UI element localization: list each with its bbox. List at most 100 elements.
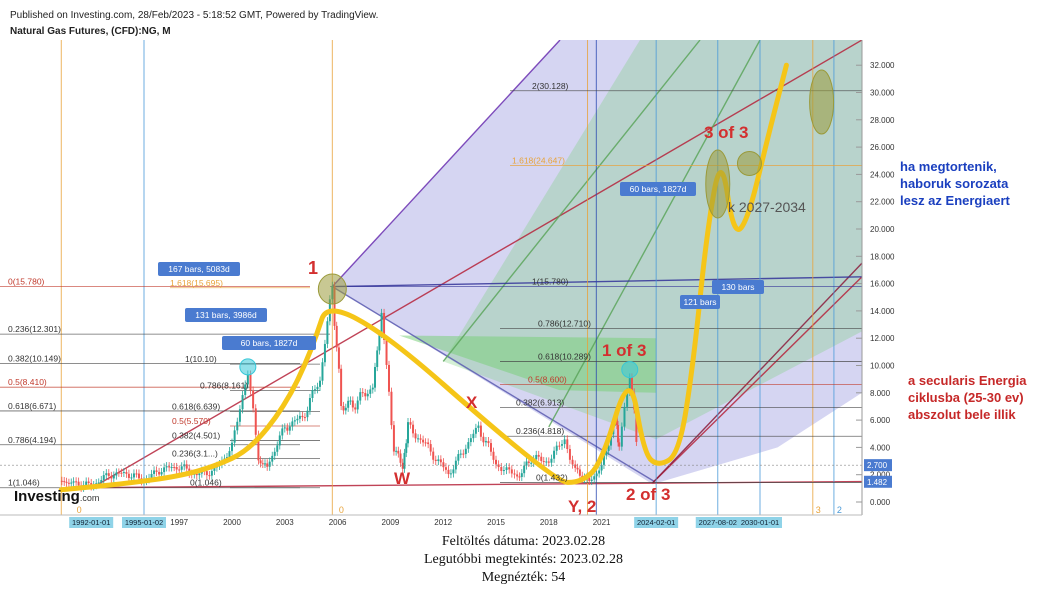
price-candle [495, 459, 497, 465]
price-candle [392, 425, 395, 452]
y-tick-label: 30.000 [870, 89, 895, 98]
price-candle [590, 479, 593, 481]
price-candle [303, 417, 306, 419]
price-candle [520, 473, 523, 477]
price-candle [563, 439, 566, 445]
price-candle [492, 451, 495, 460]
bar-count-label: 60 bars, 1827d [630, 184, 687, 194]
price-candle [617, 425, 620, 443]
price-candle [462, 453, 465, 455]
price-candle [288, 426, 291, 431]
price-candle [452, 469, 455, 474]
fib-level-label: 0.618(10.289) [538, 352, 591, 362]
price-candle [63, 481, 66, 483]
date-badge [634, 517, 679, 528]
price-candle [407, 422, 409, 444]
price-candle [550, 458, 553, 463]
price-candle [276, 445, 279, 452]
price-candle [385, 339, 388, 365]
date-badge [69, 517, 114, 528]
price-candle [195, 473, 198, 476]
y-tick-label: 28.000 [870, 116, 895, 125]
fib-level-label: 1(15.780) [532, 277, 569, 287]
price-candle [439, 459, 442, 463]
pitchfork-ray [652, 262, 862, 484]
price-candle [301, 415, 304, 418]
price-candle [291, 421, 294, 427]
bar-count-badge [680, 295, 720, 309]
price-candle [135, 473, 138, 475]
price-candle [459, 453, 462, 455]
price-candle [600, 464, 603, 471]
wave-label: 3 of 3 [704, 123, 748, 142]
y-tick-label: 8.000 [870, 389, 891, 398]
y-tick-label: 6.000 [870, 416, 891, 425]
fib-level-label: 0.5(8.600) [528, 375, 567, 385]
price-candle [607, 445, 610, 451]
price-candle [137, 473, 140, 479]
price-candle [72, 481, 75, 483]
y-tick-label: 24.000 [870, 170, 895, 179]
price-candle [308, 398, 311, 411]
fib-level-label: 0.236(4.818) [516, 426, 564, 436]
price-candle [588, 476, 591, 481]
price-candle [132, 473, 135, 478]
price-candle [266, 463, 269, 467]
price-candle [479, 425, 482, 437]
price-candle [246, 374, 249, 385]
price-candle [497, 464, 500, 468]
date-badge-label: 1995-01-02 [125, 518, 163, 527]
last-viewed: Legutóbbi megtekintés: 2023.02.28 [423, 552, 624, 567]
x-tick-label: 2015 [487, 518, 505, 527]
price-candle [442, 462, 445, 468]
price-candle [419, 438, 422, 440]
y-tick-label: 32.000 [870, 61, 895, 70]
price-candle [208, 475, 211, 477]
fib-level-label: 1(1.046) [8, 478, 40, 488]
price-candle [576, 467, 579, 470]
price-candle [467, 442, 470, 449]
secular-note-line: ciklusba (25-30 ev) [908, 390, 1024, 405]
price-badge [864, 475, 892, 488]
price-candle [500, 467, 503, 471]
price-candle [293, 420, 296, 422]
price-candle [387, 364, 390, 392]
price-candle [359, 392, 362, 401]
price-candle [399, 453, 402, 463]
bar-count-badge [185, 308, 267, 322]
price-candle [198, 473, 201, 476]
price-candle [335, 325, 338, 348]
price-candle [578, 469, 581, 476]
price-candle [264, 463, 266, 465]
fib-level-label: 0(15.780) [8, 277, 45, 287]
price-candle [635, 409, 638, 442]
price-candle [356, 400, 359, 410]
highlight-ellipse [317, 273, 347, 305]
y-tick-label: 2.000 [870, 471, 891, 480]
price-candle [122, 472, 125, 474]
bar-count-badge [620, 182, 696, 196]
price-candle [364, 392, 367, 397]
bar-count-badge [222, 336, 316, 350]
wave-label: X [466, 393, 478, 412]
price-candle [553, 450, 556, 459]
wave-label: 1 [308, 258, 318, 278]
price-candle [170, 467, 173, 469]
fib-level-label: 0.5(8.410) [8, 377, 47, 387]
price-candle [168, 466, 171, 468]
price-candle [505, 467, 508, 471]
bar-count-label: 167 bars, 5083d [168, 264, 230, 274]
price-candle [153, 470, 156, 474]
price-candle [130, 477, 133, 479]
price-candle [210, 470, 213, 476]
date-badge [122, 517, 166, 528]
bar-count-label: 131 bars, 3986d [195, 310, 257, 320]
price-candle [518, 476, 521, 478]
fib-level-label: 0.5(5.570) [172, 416, 211, 426]
cycle-marker: 2 [837, 505, 842, 515]
price-candle [213, 467, 216, 471]
y-tick-label: 18.000 [870, 252, 895, 261]
price-candle [626, 391, 629, 407]
price-candle [472, 433, 475, 439]
price-candle [444, 467, 447, 470]
